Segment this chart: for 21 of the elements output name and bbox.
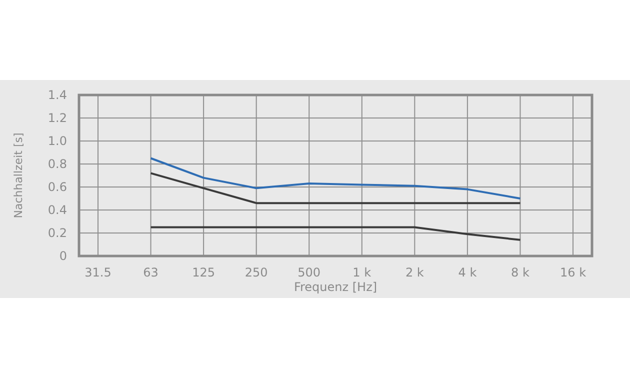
- x-tick-label: 250: [244, 266, 268, 280]
- y-tick-label: 1.4: [48, 88, 67, 102]
- x-tick-label: 2 k: [405, 266, 424, 280]
- y-tick-label: 0.2: [48, 226, 67, 240]
- x-tick-label: 16 k: [560, 266, 586, 280]
- y-axis-title: Nachhallzeit [s]: [12, 132, 25, 218]
- y-tick-label: 1.0: [48, 134, 67, 148]
- y-tick-label: 0.4: [48, 202, 67, 217]
- y-tick-label: 0.8: [48, 156, 67, 171]
- x-tick-label: 63: [143, 266, 158, 280]
- y-tick-label: 1.2: [48, 110, 67, 125]
- x-tick-label: 8 k: [511, 266, 530, 280]
- x-tick-label: 500: [298, 266, 321, 280]
- x-axis-title: Frequenz [Hz]: [294, 280, 378, 294]
- line-series: [150, 157, 522, 200]
- x-tick-label: 125: [192, 266, 216, 280]
- x-tick-label: 1 k: [352, 266, 372, 280]
- y-tick-label: 0.6: [48, 180, 67, 194]
- x-tick-label: 4 k: [458, 266, 477, 280]
- x-tick-label: 31.5: [84, 266, 112, 280]
- y-tick-label: 0: [59, 248, 67, 263]
